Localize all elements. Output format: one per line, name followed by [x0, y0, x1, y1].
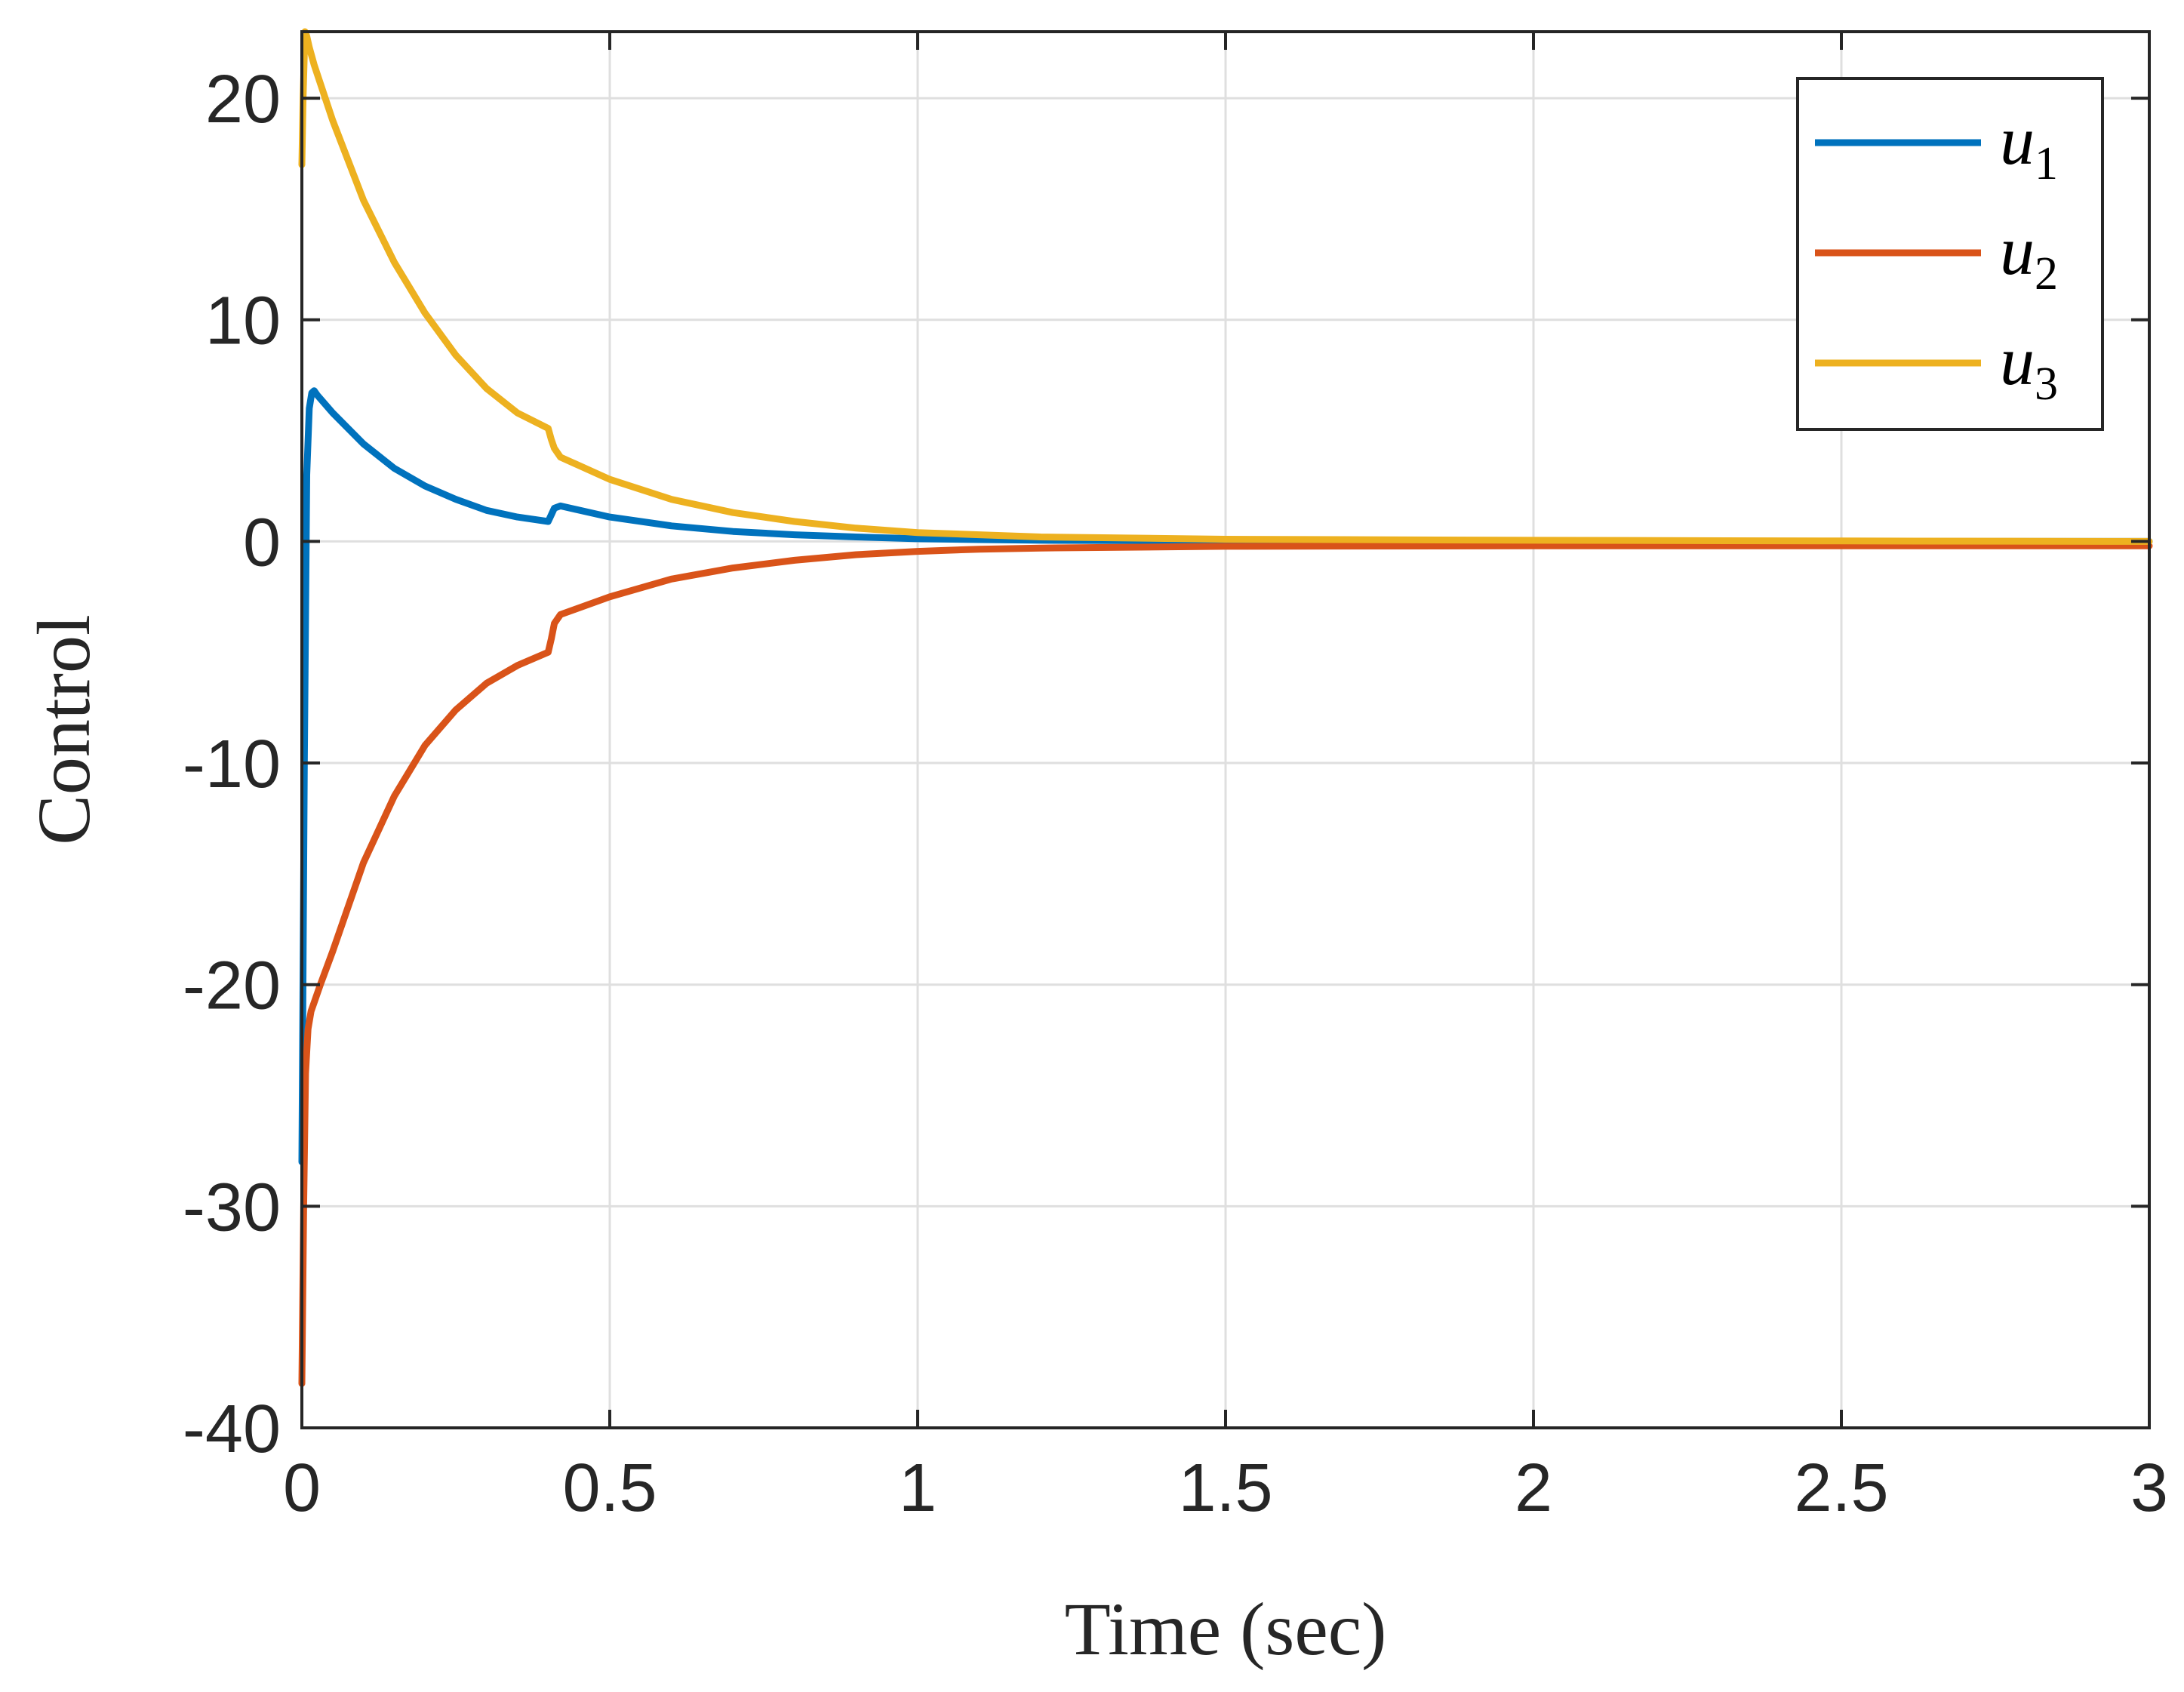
series-layer	[298, 28, 2153, 1387]
legend-label-base: u	[2000, 322, 2035, 399]
y-tick-label: -30	[183, 1170, 281, 1245]
legend-label-base: u	[2000, 212, 2035, 289]
legend-label-subscript: 1	[2035, 138, 2058, 189]
y-tick-label: -20	[183, 949, 281, 1024]
x-axis-title: Time (sec)	[1065, 1587, 1387, 1671]
x-tick-label: 0.5	[562, 1451, 657, 1526]
y-tick-label: -10	[183, 727, 281, 802]
legend-label-u2: u2	[2000, 212, 2058, 300]
ticks	[300, 32, 2151, 1429]
x-tick-label: 0	[283, 1451, 321, 1526]
x-tick-label: 1	[899, 1451, 937, 1526]
legend-label-u1: u1	[2000, 102, 2058, 189]
x-tick-label: 2	[1515, 1451, 1552, 1526]
y-tick-label: 20	[205, 62, 281, 137]
legend-label-subscript: 3	[2035, 358, 2058, 410]
x-tick-label: 3	[2130, 1451, 2168, 1526]
legend-label-subscript: 2	[2035, 248, 2058, 300]
legend-label-u3: u3	[2000, 322, 2058, 410]
y-tick-label: -40	[183, 1392, 281, 1467]
x-tick-label: 1.5	[1178, 1451, 1272, 1526]
y-tick-label: 10	[205, 284, 281, 359]
legend-label-base: u	[2000, 102, 2035, 179]
series-line-u2	[298, 542, 2153, 1387]
x-tick-label: 2.5	[1794, 1451, 1888, 1526]
y-axis-title: Control	[22, 614, 106, 845]
y-tick-label: 0	[243, 505, 281, 580]
series-line-u3	[298, 28, 2153, 545]
series-line-u1	[298, 387, 2153, 1166]
tick-labels: 0 0.5 1 1.5 2 2.5 3 -40 -30 -20 -10 0 10 20	[183, 62, 2168, 1526]
